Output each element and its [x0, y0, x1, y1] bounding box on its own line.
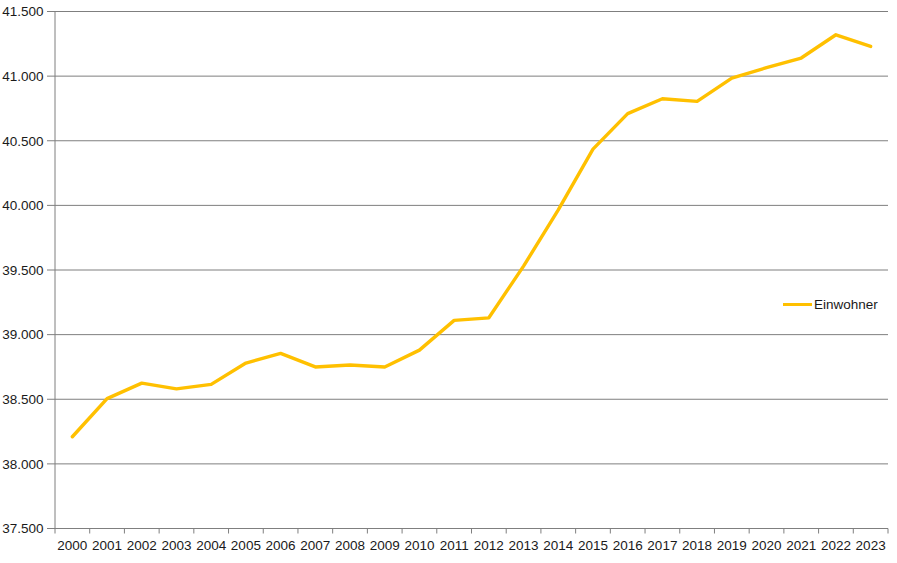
legend-line-swatch: [783, 303, 812, 306]
x-axis-label: 2007: [300, 538, 330, 553]
legend: Einwohner: [783, 297, 878, 312]
x-axis-label: 2003: [161, 538, 191, 553]
x-axis-label: 2021: [786, 538, 816, 553]
x-axis-label: 2008: [335, 538, 365, 553]
x-axis-label: 2004: [196, 538, 227, 553]
x-axis-label: 2020: [751, 538, 781, 553]
y-axis-label: 37.500: [2, 521, 43, 536]
y-axis-label: 40.000: [2, 198, 43, 213]
x-axis-label: 2014: [543, 538, 574, 553]
x-axis-label: 2002: [127, 538, 157, 553]
y-axis-label: 40.500: [2, 134, 43, 149]
x-axis-label: 2010: [404, 538, 434, 553]
x-axis-label: 2017: [647, 538, 677, 553]
x-axis-label: 2018: [682, 538, 712, 553]
y-axis-label: 38.500: [2, 392, 43, 407]
x-axis-label: 2000: [57, 538, 87, 553]
legend-label: Einwohner: [814, 297, 878, 312]
y-axis-label: 41.000: [2, 69, 43, 84]
y-axis-label: 39.000: [2, 327, 43, 342]
x-axis-label: 2022: [821, 538, 851, 553]
x-axis-label: 2013: [509, 538, 539, 553]
x-axis-label: 2015: [578, 538, 608, 553]
x-axis-label: 2016: [613, 538, 643, 553]
x-axis-label: 2009: [370, 538, 400, 553]
y-axis-label: 39.500: [2, 263, 43, 278]
x-axis-label: 2005: [231, 538, 261, 553]
x-axis-label: 2001: [92, 538, 122, 553]
x-axis-label: 2023: [856, 538, 886, 553]
x-axis-label: 2019: [717, 538, 747, 553]
x-axis-label: 2012: [474, 538, 504, 553]
y-axis-label: 41.500: [2, 4, 43, 19]
population-line-chart: 41.500 41.000 40.500 40.000 39.500 39.000 38.5…: [0, 0, 897, 563]
chart-canvas: 41.500 41.000 40.500 40.000 39.500 39.000 38.5…: [0, 0, 897, 563]
x-axis-label: 2006: [266, 538, 296, 553]
y-axis-label: 38.000: [2, 457, 43, 472]
x-axis-label: 2011: [440, 538, 469, 553]
einwohner-line: [72, 35, 870, 437]
